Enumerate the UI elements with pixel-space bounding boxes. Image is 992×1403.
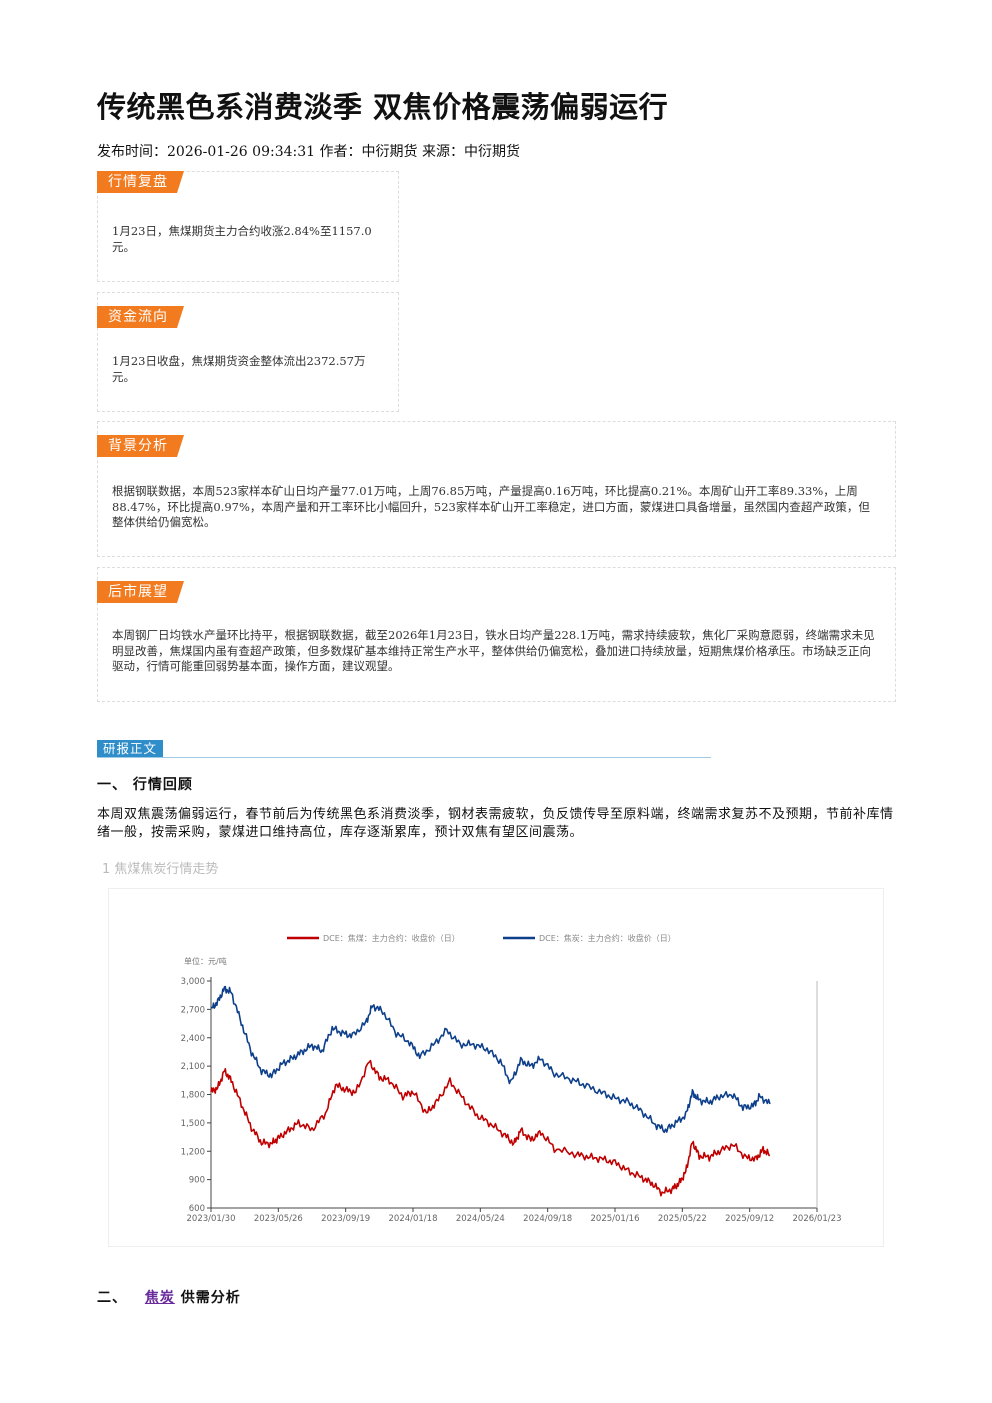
- section-fund-flow: 资金流向 1月23日收盘，焦煤期货资金整体流出2372.57万元。: [97, 292, 399, 412]
- heading-supply-demand: 二、 焦炭 供需分析: [97, 1287, 241, 1307]
- figure-caption: 1 焦煤焦炭行情走势: [102, 862, 219, 877]
- section-background: 背景分析 根据钢联数据，本周523家样本矿山日均产量77.01万吨，上周76.8…: [97, 421, 896, 557]
- article-meta: 发布时间：2026-01-26 09:34:31 作者：中衍期货 来源：中衍期货: [97, 144, 520, 160]
- x-tick-label: 2025/09/12: [725, 1214, 774, 1224]
- unit-label: 单位：元/吨: [184, 956, 227, 966]
- y-tick-label: 3,000: [181, 977, 205, 987]
- section-outlook: 后市展望 本周钢厂日均铁水产量环比持平，根据钢联数据，截至2026年1月23日，…: [97, 567, 896, 702]
- section-tag: 行情复盘: [97, 171, 184, 193]
- coke-link[interactable]: 焦炭: [144, 1290, 175, 1306]
- legend-label-coking-coal: DCE：焦煤：主力合约：收盘价（日）: [323, 933, 460, 943]
- y-tick-label: 2,100: [181, 1062, 205, 1072]
- x-tick-label: 2024/09/18: [523, 1214, 572, 1224]
- price-chart: DCE：焦煤：主力合约：收盘价（日） DCE：焦炭：主力合约：收盘价（日） 单位…: [108, 888, 884, 1247]
- y-tick-label: 1,800: [181, 1091, 205, 1101]
- section-tag: 资金流向: [97, 306, 184, 328]
- x-tick-label: 2026/01/23: [793, 1214, 842, 1224]
- x-tick-label: 2024/05/24: [456, 1214, 505, 1224]
- section-tag: 后市展望: [97, 581, 184, 603]
- section-tag: 背景分析: [97, 435, 184, 457]
- legend-label-coke: DCE：焦炭：主力合约：收盘价（日）: [539, 933, 676, 943]
- section-text: 1月23日，焦煤期货主力合约收涨2.84%至1157.0元。: [112, 224, 372, 254]
- y-tick-label: 900: [189, 1176, 205, 1186]
- x-tick-label: 2023/01/30: [187, 1214, 236, 1224]
- x-tick-label: 2025/01/16: [591, 1214, 640, 1224]
- x-tick-label: 2023/05/26: [254, 1214, 303, 1224]
- divider: [97, 757, 711, 758]
- y-tick-label: 600: [189, 1204, 205, 1214]
- series-line-coking-coal: [210, 1059, 770, 1197]
- x-tick-label: 2024/01/18: [389, 1214, 438, 1224]
- y-tick-label: 2,400: [181, 1034, 205, 1044]
- research-label: 研报正文: [97, 740, 164, 758]
- section-text: 根据钢联数据，本周523家样本矿山日均产量77.01万吨，上周76.85万吨，产…: [112, 484, 870, 529]
- heading-suffix: 供需分析: [174, 1290, 241, 1306]
- x-tick-label: 2023/09/19: [321, 1214, 370, 1224]
- y-tick-label: 2,700: [181, 1005, 205, 1015]
- y-tick-label: 1,200: [181, 1147, 205, 1157]
- x-tick-label: 2025/05/22: [658, 1214, 707, 1224]
- paragraph: 本周双焦震荡偏弱运行，春节前后为传统黑色系消费淡季，钢材表需疲软，负反馈传导至原…: [97, 807, 894, 840]
- section-text: 1月23日收盘，焦煤期货资金整体流出2372.57万元。: [112, 354, 366, 384]
- heading-prefix: 二、: [97, 1290, 133, 1306]
- series-line-coke: [210, 985, 771, 1134]
- section-market-review: 行情复盘 1月23日，焦煤期货主力合约收涨2.84%至1157.0元。: [97, 171, 399, 282]
- chart-legend: DCE：焦煤：主力合约：收盘价（日） DCE：焦炭：主力合约：收盘价（日）: [287, 933, 676, 943]
- chart-lines: [210, 985, 771, 1197]
- section-text: 本周钢厂日均铁水产量环比持平，根据钢联数据，截至2026年1月23日，铁水日均产…: [112, 628, 875, 673]
- chart-axes: 3,000 2,700 2,400 2,100 1,800 1,500 1,200 900 60…: [181, 977, 842, 1224]
- page-title: 传统黑色系消费淡季 双焦价格震荡偏弱运行: [97, 90, 669, 124]
- y-tick-label: 1,500: [181, 1119, 205, 1129]
- price-chart-svg: DCE：焦煤：主力合约：收盘价（日） DCE：焦炭：主力合约：收盘价（日） 单位…: [181, 933, 842, 1224]
- heading-market-review: 一、 行情回顾: [97, 777, 193, 793]
